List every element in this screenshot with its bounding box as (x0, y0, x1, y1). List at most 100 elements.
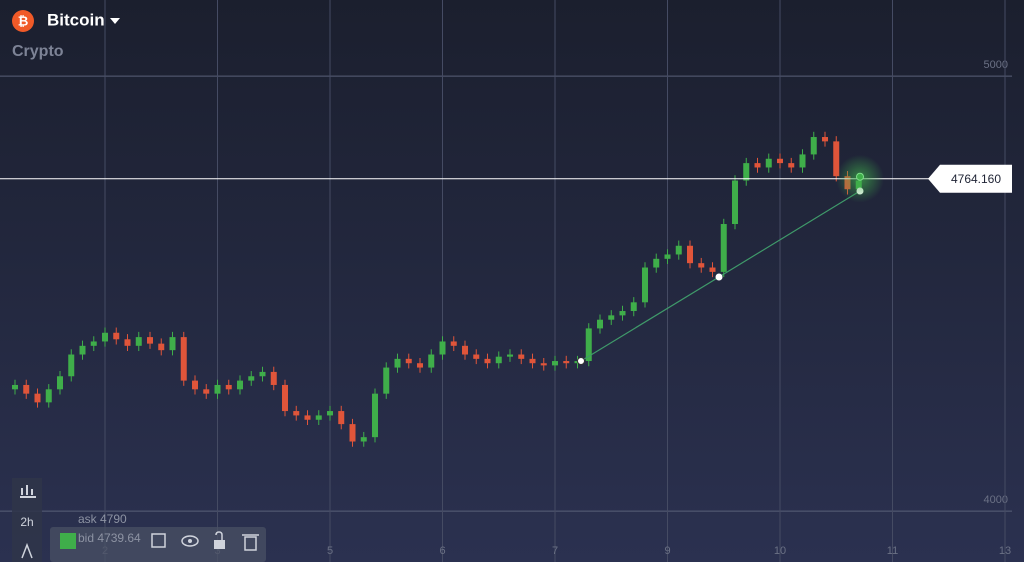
candle-body (720, 224, 727, 272)
chart-type-icon[interactable] (20, 485, 36, 498)
coin-icon-glyph: ₿ (18, 13, 29, 28)
x-tick-label: 11 (887, 545, 898, 557)
trend-point[interactable] (715, 273, 723, 281)
candle-body (169, 337, 176, 351)
x-tick-label: 9 (664, 545, 670, 557)
period-button[interactable]: 2h (20, 515, 33, 529)
ask-price: ask 4790 (78, 512, 127, 526)
asset-title[interactable]: Bitcoin (47, 10, 105, 29)
candle-body (630, 302, 637, 312)
candle-body (147, 337, 153, 344)
bid-price: bid 4739.64 (78, 531, 141, 545)
candle-body (777, 158, 783, 164)
copy-icon[interactable] (151, 533, 166, 548)
candle-body (822, 137, 828, 142)
candle-body (113, 332, 120, 340)
y-tick-label: 4000 (984, 494, 1008, 506)
candle-body (619, 311, 626, 316)
candle-body (675, 245, 682, 255)
candle-body (237, 380, 243, 390)
candle-body (585, 328, 592, 362)
color-swatch[interactable] (60, 533, 76, 549)
candle-body (79, 345, 86, 355)
candle-body (68, 354, 75, 377)
coin-icon (12, 10, 34, 32)
candle-body (428, 354, 435, 368)
candle-body (484, 358, 491, 364)
candle-body (225, 384, 232, 390)
candle-body (360, 437, 367, 442)
candle-body (518, 354, 525, 359)
lock-shackle (215, 531, 223, 540)
delete-icon[interactable] (244, 536, 257, 551)
x-tick-label: 10 (774, 545, 786, 557)
candle-body (507, 354, 513, 357)
x-tick-label: 13 (999, 545, 1011, 557)
candle-body (394, 358, 401, 368)
candle-body (597, 319, 603, 329)
left-toolbar: 2h (12, 478, 42, 562)
visibility-icon[interactable] (181, 535, 199, 547)
candle-body (417, 363, 423, 368)
candle-body (34, 393, 41, 403)
toolbar-bg (50, 527, 266, 562)
candle-body (304, 415, 311, 420)
current-price-marker (856, 172, 864, 181)
candle-body (473, 354, 480, 359)
candle-body (765, 158, 772, 168)
candle-body (653, 258, 660, 268)
candle-body (383, 367, 390, 394)
candle-body (529, 358, 536, 364)
candle-body (608, 315, 615, 320)
candle-body (315, 415, 322, 420)
visibility-icon-pupil (188, 539, 192, 543)
candle-body (102, 332, 108, 342)
x-tick-label: 7 (552, 545, 558, 557)
candle-body (349, 424, 356, 442)
overlay: 4764.160 (0, 154, 1012, 365)
candle-body (664, 254, 671, 259)
candle-body (248, 376, 255, 381)
header: ₿ Bitcoin Crypto (12, 10, 120, 60)
candle-body (642, 267, 648, 303)
candle-body (495, 356, 502, 364)
candle-body (23, 384, 30, 394)
candle-body (203, 389, 210, 394)
y-tick-label: 5000 (984, 59, 1008, 71)
candle-body (135, 337, 142, 346)
candle-body (687, 245, 693, 264)
trend-point[interactable] (577, 357, 585, 365)
candle-body (293, 411, 300, 416)
candle-body (709, 267, 716, 272)
candle-body (57, 376, 63, 390)
candle-body (180, 337, 187, 381)
candle-body (12, 384, 18, 390)
candle-body (698, 263, 705, 268)
candle-body (192, 380, 198, 390)
candle-body (372, 393, 378, 438)
candle-body (439, 341, 446, 355)
candle-body (552, 361, 558, 366)
drawing-icon[interactable] (21, 542, 33, 559)
candle-body (270, 371, 277, 385)
bottom-toolbar: ask 4790 bid 4739.64 (50, 512, 266, 562)
current-price-tag (928, 164, 1012, 193)
candle-body (338, 411, 345, 425)
candle-body (833, 141, 840, 177)
candle-body (45, 389, 52, 403)
dropdown-caret[interactable] (110, 18, 120, 24)
candle-body (732, 180, 738, 225)
current-price-label: 4764.160 (951, 172, 1001, 186)
candle-body (462, 345, 468, 355)
candle-body (788, 163, 795, 168)
candle-body (540, 363, 547, 366)
x-tick-label: 5 (327, 545, 333, 557)
candle-body (282, 384, 288, 412)
candle-body (754, 163, 761, 168)
candle-body (810, 137, 817, 155)
lock-icon[interactable] (214, 540, 225, 549)
candle-body (563, 361, 570, 364)
